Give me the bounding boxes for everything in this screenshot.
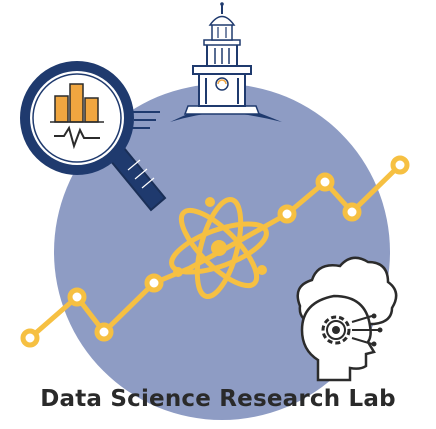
trend-line-icon xyxy=(27,162,403,341)
atom-electrons xyxy=(173,197,267,277)
trend-line-nodes xyxy=(20,155,410,348)
clock-tower-icon xyxy=(170,2,282,122)
head-cloud-gear-icon xyxy=(296,256,398,382)
lab-title: Data Science Research Lab xyxy=(40,386,396,412)
atom-icon xyxy=(169,196,269,300)
magnifier-chart-icon xyxy=(20,61,167,212)
